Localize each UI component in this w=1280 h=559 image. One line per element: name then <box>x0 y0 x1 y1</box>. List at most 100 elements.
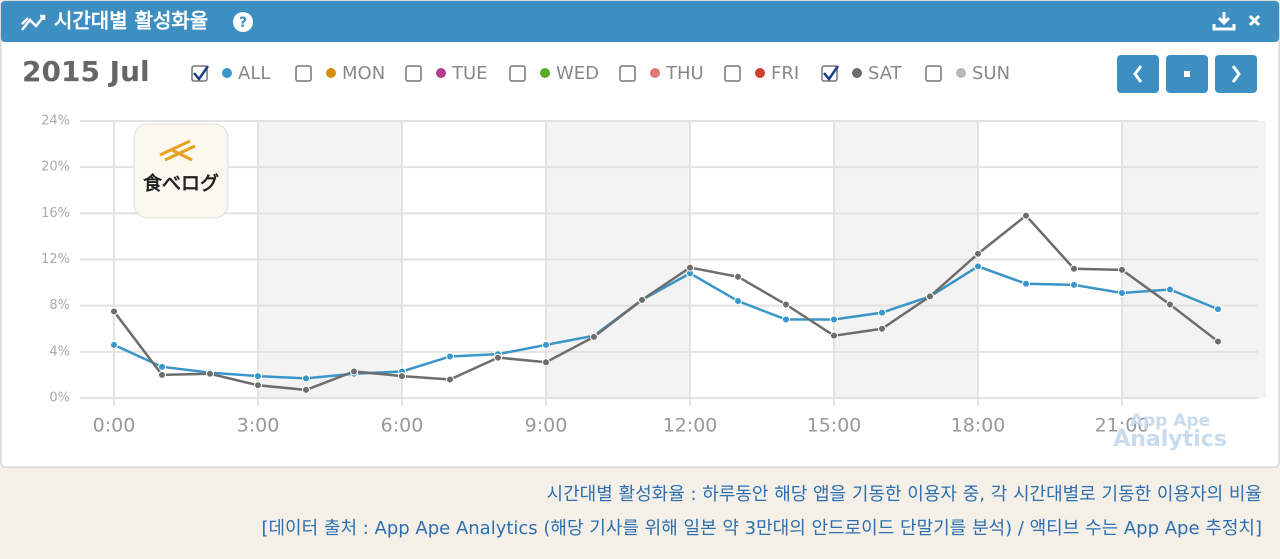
x-tick-label: 3:00 <box>237 415 280 437</box>
watermark: Analytics <box>1113 427 1227 452</box>
data-point <box>1214 305 1222 314</box>
data-point <box>782 300 790 309</box>
legend-dot <box>755 68 765 78</box>
data-point <box>878 308 886 317</box>
data-point <box>350 367 358 376</box>
legend-dot <box>650 68 660 78</box>
data-point <box>398 372 406 381</box>
legend-checkbox[interactable] <box>925 65 942 82</box>
legend-label: WED <box>556 63 599 84</box>
legend-dot <box>222 68 232 78</box>
nav-current[interactable] <box>1166 55 1208 93</box>
data-point <box>734 272 742 281</box>
legend-label: SUN <box>972 63 1010 84</box>
data-point <box>254 381 262 390</box>
legend-checkbox[interactable] <box>405 65 422 82</box>
nav-prev[interactable] <box>1117 55 1159 93</box>
close-button[interactable] <box>1248 14 1261 27</box>
header-bar <box>1 1 1279 42</box>
app-icon-label: 食べログ <box>143 172 219 195</box>
data-point <box>974 262 982 271</box>
legend-dot <box>852 68 862 78</box>
caption-line: 시간대별 활성화율 : 하루동안 해당 앱을 기동한 이용자 중, 각 시간대별… <box>547 484 1262 505</box>
legend-checkmark <box>823 65 840 82</box>
legend-checkbox[interactable] <box>619 65 636 82</box>
download-button[interactable] <box>1212 12 1236 31</box>
data-point <box>1166 300 1174 309</box>
data-point <box>1022 211 1030 220</box>
app-icon: 食べログ <box>133 123 229 219</box>
x-tick-label: 12:00 <box>663 415 718 437</box>
data-point <box>254 372 262 381</box>
legend-label: TUE <box>451 63 488 84</box>
legend-checkbox[interactable] <box>191 65 208 82</box>
legend-dot <box>956 68 966 78</box>
data-point <box>1118 265 1126 274</box>
data-point <box>686 263 694 272</box>
series-line <box>113 213 1219 392</box>
x-tick-label: 0:00 <box>93 415 136 437</box>
plot: 0% 4% 8% 12% 16% 20% 24% 0:00 3:00 6:00 9:00 12:00 1… <box>41 114 1266 437</box>
y-tick-label: 20% <box>41 160 70 175</box>
data-point <box>494 353 502 362</box>
legend-dot <box>436 68 446 78</box>
x-tick-label: 9:00 <box>525 415 568 437</box>
caption-line: [데이터 출처 : App Ape Analytics (해당 기사를 위해 일… <box>261 518 1262 539</box>
data-point <box>110 307 118 316</box>
legend-label: THU <box>665 63 704 84</box>
data-point <box>878 324 886 333</box>
help-button[interactable] <box>233 12 253 32</box>
help-icon: ? <box>239 15 247 31</box>
y-tick-label: 24% <box>41 114 70 129</box>
x-tick-label: 6:00 <box>381 415 424 437</box>
data-point <box>782 315 790 324</box>
legend-checkbox[interactable] <box>509 65 526 82</box>
legend-label: SAT <box>868 63 903 84</box>
data-point <box>638 295 646 304</box>
data-point <box>446 375 454 384</box>
legend-checkmark <box>193 65 210 82</box>
series-line <box>113 265 1219 380</box>
y-tick-label: 8% <box>49 298 70 313</box>
legend-label: ALL <box>238 63 270 84</box>
data-point <box>830 315 838 324</box>
legend-checkbox[interactable] <box>821 65 838 82</box>
data-point <box>158 362 166 371</box>
data-point <box>446 352 454 361</box>
header-title: 시간대별 활성화율 <box>54 9 208 33</box>
data-point <box>1166 285 1174 294</box>
data-point <box>734 297 742 306</box>
y-tick-label: 16% <box>41 206 70 221</box>
data-point <box>1118 288 1126 297</box>
legend-dot <box>326 68 336 78</box>
period-label: 2015 Jul <box>22 55 150 88</box>
y-tick-label: 0% <box>49 391 70 406</box>
data-point <box>1022 279 1030 288</box>
data-point <box>926 292 934 301</box>
x-tick-label: 15:00 <box>807 415 862 437</box>
data-point <box>830 331 838 340</box>
y-tick-label: 4% <box>49 344 70 359</box>
header-icon <box>21 14 46 31</box>
data-point <box>110 340 118 349</box>
data-point <box>1214 337 1222 346</box>
data-point <box>302 385 310 394</box>
data-point <box>1070 264 1078 273</box>
x-tick-label: 21:00 <box>1095 415 1150 437</box>
data-point <box>542 340 550 349</box>
data-point <box>542 358 550 367</box>
legend-checkbox[interactable] <box>295 65 312 82</box>
data-point <box>974 249 982 258</box>
x-tick-label: 18:00 <box>951 415 1006 437</box>
nav-next[interactable] <box>1215 55 1257 93</box>
data-point <box>1070 280 1078 289</box>
data-point <box>590 332 598 341</box>
legend-dot <box>540 68 550 78</box>
legend-checkbox[interactable] <box>724 65 741 82</box>
data-point <box>206 369 214 378</box>
y-tick-label: 12% <box>41 252 70 267</box>
watermark: App Ape <box>1130 411 1210 431</box>
legend-label: FRI <box>771 63 799 84</box>
data-point <box>302 374 310 383</box>
